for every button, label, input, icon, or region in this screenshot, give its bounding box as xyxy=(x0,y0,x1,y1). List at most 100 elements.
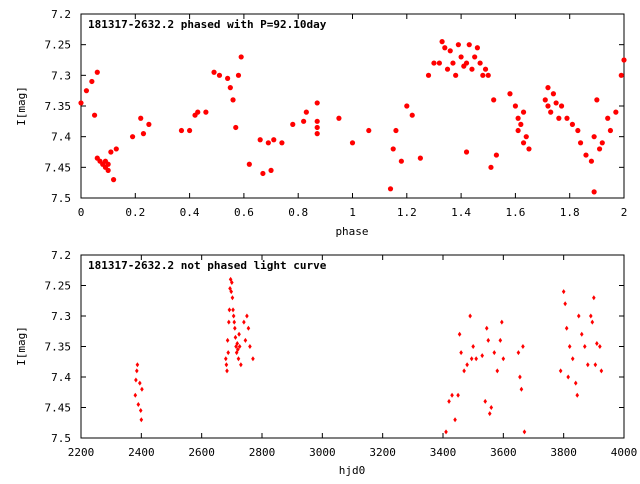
data-point xyxy=(225,75,231,81)
data-point xyxy=(89,78,95,85)
data-point xyxy=(458,54,464,60)
x-axis-label: hjd0 xyxy=(339,464,366,477)
x-tick-label: 0.4 xyxy=(180,206,200,219)
data-point xyxy=(138,380,142,386)
data-point xyxy=(230,97,236,103)
x-axis-label: phase xyxy=(335,225,368,238)
data-point xyxy=(605,115,611,121)
data-point xyxy=(457,331,462,337)
data-point xyxy=(582,344,587,349)
data-point xyxy=(229,289,234,295)
data-point xyxy=(558,368,563,374)
y-tick-label: 7.4 xyxy=(51,131,71,144)
data-point xyxy=(596,146,603,152)
data-point xyxy=(462,368,466,374)
x-tick-label: 0.8 xyxy=(288,206,308,219)
data-point xyxy=(134,377,138,383)
data-point xyxy=(195,109,201,115)
data-point xyxy=(507,91,513,97)
data-point xyxy=(583,152,589,158)
y-tick-label: 7.35 xyxy=(45,100,72,113)
data-point xyxy=(245,313,249,319)
data-point xyxy=(417,155,423,161)
data-point xyxy=(589,313,593,319)
y-tick-label: 7.5 xyxy=(51,192,71,205)
data-point xyxy=(550,91,557,97)
data-point xyxy=(519,386,524,392)
data-point xyxy=(216,72,223,78)
data-point xyxy=(226,350,231,356)
data-point xyxy=(455,42,461,48)
data-point xyxy=(409,112,415,118)
x-tick-label: 1.2 xyxy=(397,206,417,219)
data-point xyxy=(607,127,614,134)
data-point xyxy=(482,66,489,72)
data-point xyxy=(444,429,448,435)
x-tick-label: 1.4 xyxy=(451,206,471,219)
data-point xyxy=(498,337,503,343)
data-point xyxy=(228,276,233,282)
data-point xyxy=(279,140,285,146)
data-point xyxy=(453,72,459,78)
data-point xyxy=(492,350,497,356)
data-point xyxy=(575,127,581,134)
data-point xyxy=(314,124,320,131)
data-point xyxy=(456,392,460,398)
data-point xyxy=(621,57,627,63)
data-point xyxy=(450,392,454,398)
data-point xyxy=(453,417,457,423)
data-point xyxy=(561,289,566,295)
data-point xyxy=(224,362,229,368)
data-point xyxy=(404,103,410,109)
data-point xyxy=(203,109,209,115)
x-tick-label: 3600 xyxy=(490,446,517,459)
data-point xyxy=(553,100,559,106)
data-point xyxy=(463,60,470,66)
data-point xyxy=(248,344,252,349)
data-point xyxy=(442,45,448,51)
data-point xyxy=(588,158,595,164)
data-point xyxy=(466,42,472,48)
data-point xyxy=(491,97,497,103)
data-point xyxy=(242,319,246,325)
x-tick-label: 2600 xyxy=(188,446,215,459)
data-point xyxy=(227,85,233,91)
data-point xyxy=(598,344,602,349)
data-point xyxy=(515,127,521,134)
data-point xyxy=(575,392,580,398)
data-point xyxy=(595,340,599,346)
data-point xyxy=(489,405,494,410)
y-tick-label: 7.45 xyxy=(45,161,72,174)
data-point xyxy=(569,121,576,127)
x-tick-label: 2200 xyxy=(68,446,95,459)
data-point xyxy=(566,374,570,380)
data-point xyxy=(243,337,248,343)
data-point xyxy=(231,313,236,319)
data-point xyxy=(450,60,456,66)
data-point xyxy=(563,301,567,307)
data-point xyxy=(238,54,244,60)
data-point xyxy=(257,137,263,143)
x-tick-label: 0 xyxy=(78,206,85,219)
x-tick-label: 3000 xyxy=(309,446,336,459)
data-point xyxy=(520,140,527,146)
data-point xyxy=(579,331,584,337)
data-point xyxy=(314,100,320,106)
data-point xyxy=(474,356,478,362)
data-point xyxy=(225,337,230,343)
data-point xyxy=(594,97,600,103)
data-point xyxy=(314,118,320,124)
data-point xyxy=(512,103,519,109)
data-point xyxy=(91,112,98,118)
data-point xyxy=(591,134,597,140)
data-point xyxy=(480,353,485,359)
data-point xyxy=(140,386,144,392)
data-points xyxy=(78,39,627,195)
x-tick-label: 1.8 xyxy=(560,206,580,219)
data-point xyxy=(260,170,266,177)
data-point xyxy=(493,152,499,158)
data-point xyxy=(105,167,111,173)
data-point xyxy=(548,109,554,115)
